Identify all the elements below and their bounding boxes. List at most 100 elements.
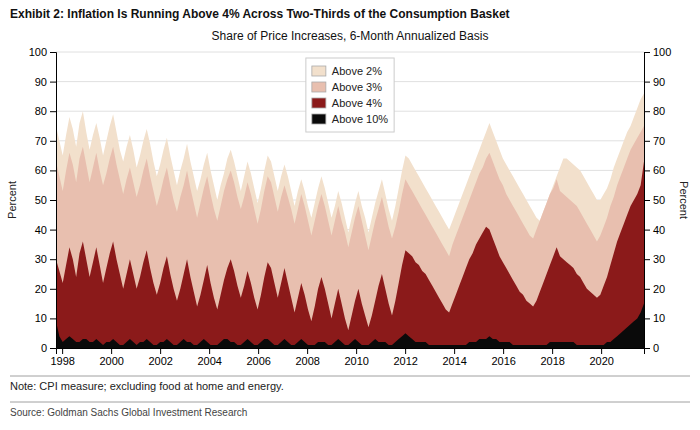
x-axis-line xyxy=(57,349,645,355)
y2-tick: 0 xyxy=(644,342,659,354)
x-tick: 2012 xyxy=(393,348,417,367)
y-tick: 100 xyxy=(29,46,56,58)
y-tick: 20 xyxy=(35,283,56,295)
y2-tick-mark xyxy=(644,318,650,319)
y2-tick: 30 xyxy=(644,253,665,265)
x-tick-label: 2018 xyxy=(540,355,564,367)
legend-item: Above 4% xyxy=(312,97,382,109)
y-tick-mark xyxy=(50,111,56,112)
y2-tick-label: 40 xyxy=(653,224,665,236)
x-tick-label: 2012 xyxy=(393,355,417,367)
y2-tick-label: 90 xyxy=(653,76,665,88)
y2-tick-mark xyxy=(644,111,650,112)
x-tick-label: 2006 xyxy=(246,355,270,367)
y-tick-label: 60 xyxy=(35,164,47,176)
x-tick-mark xyxy=(258,348,259,354)
x-tick-label: 2008 xyxy=(295,355,319,367)
y2-tick-mark xyxy=(644,348,650,349)
y-tick-label: 0 xyxy=(41,342,47,354)
y2-tick: 10 xyxy=(644,312,665,324)
legend-label: Above 2% xyxy=(332,65,382,77)
divider xyxy=(10,376,690,377)
y2-tick: 60 xyxy=(644,164,665,176)
y2-tick: 80 xyxy=(644,105,665,117)
x-tick: 2004 xyxy=(197,348,221,367)
y2-tick-label: 60 xyxy=(653,164,665,176)
annotation: Source: Goldman Sachs Global Investment … xyxy=(10,407,247,418)
y2-tick-label: 80 xyxy=(653,105,665,117)
y2-tick: 100 xyxy=(644,46,671,58)
y-tick-mark xyxy=(50,289,56,290)
x-tick-label: 2020 xyxy=(589,355,613,367)
y2-tick-mark xyxy=(644,289,650,290)
x-tick-label: 2010 xyxy=(344,355,368,367)
y2-tick-label: 50 xyxy=(653,194,665,206)
x-tick-mark xyxy=(62,348,63,354)
y-tick-label: 40 xyxy=(35,224,47,236)
y2-tick-mark xyxy=(644,141,650,142)
y-tick-label: 30 xyxy=(35,253,47,265)
x-tick-label: 2014 xyxy=(442,355,466,367)
plot-area: 1998200020022004200620082010201220142016… xyxy=(29,46,672,367)
x-tick: 2010 xyxy=(344,348,368,367)
x-tick: 2000 xyxy=(99,348,123,367)
legend-label: Above 3% xyxy=(332,81,382,93)
y2-tick: 90 xyxy=(644,76,665,88)
y2-tick: 20 xyxy=(644,283,665,295)
y-tick-mark xyxy=(50,52,56,53)
y-tick-mark xyxy=(50,82,56,83)
grid xyxy=(56,52,644,348)
y-tick-mark xyxy=(50,318,56,319)
y-tick: 10 xyxy=(35,312,56,324)
y-tick-mark xyxy=(50,170,56,171)
y-axis-title: Percent xyxy=(6,181,18,219)
y-tick-label: 90 xyxy=(35,76,47,88)
y-tick-label: 20 xyxy=(35,283,47,295)
legend-swatch xyxy=(312,82,326,92)
x-tick: 2014 xyxy=(442,348,466,367)
y2-tick: 70 xyxy=(644,135,665,147)
y2-axis-title: Percent xyxy=(678,181,690,219)
y-tick-label: 80 xyxy=(35,105,47,117)
x-tick: 2016 xyxy=(491,348,515,367)
legend-item: Above 2% xyxy=(312,65,382,77)
legend-label: Above 4% xyxy=(332,97,382,109)
y2-tick-mark xyxy=(644,52,650,53)
x-tick-label: 1998 xyxy=(50,355,74,367)
x-tick: 2020 xyxy=(589,348,613,367)
annotation: Note: CPI measure; excluding food at hom… xyxy=(10,380,284,392)
legend-swatch xyxy=(312,98,326,108)
x-tick-label: 2004 xyxy=(197,355,221,367)
legend-item: Above 3% xyxy=(312,81,382,93)
grid-line xyxy=(56,52,644,53)
y2-tick-label: 10 xyxy=(653,312,665,324)
y2-axis: 0 10 20 30 40 50 60 70 80 90 100 xyxy=(644,46,671,354)
y-tick: 70 xyxy=(35,135,56,147)
y-tick: 80 xyxy=(35,105,56,117)
x-tick: 1998 xyxy=(50,348,74,367)
y2-tick-label: 70 xyxy=(653,135,665,147)
legend-item: Above 10% xyxy=(312,113,388,125)
legend-box xyxy=(306,58,394,132)
x-tick-mark xyxy=(601,348,602,354)
x-tick-label: 2002 xyxy=(148,355,172,367)
y-tick-label: 70 xyxy=(35,135,47,147)
legend: Above 2% Above 3% Above 4% Above 10% xyxy=(306,58,394,132)
y2-tick-mark xyxy=(644,259,650,260)
x-tick-mark xyxy=(454,348,455,354)
x-tick: 2018 xyxy=(540,348,564,367)
y-tick-mark xyxy=(50,348,56,349)
x-tick: 2006 xyxy=(246,348,270,367)
y-tick-label: 100 xyxy=(29,46,47,58)
y2-tick-mark xyxy=(644,230,650,231)
y-tick: 40 xyxy=(35,224,56,236)
chart-svg: Exhibit 2: Inflation Is Running Above 4%… xyxy=(0,0,700,430)
y-axis-line xyxy=(50,53,57,349)
y-tick: 0 xyxy=(41,342,56,354)
x-tick: 2002 xyxy=(148,348,172,367)
y2-tick-mark xyxy=(644,200,650,201)
divider xyxy=(10,402,690,403)
legend-swatch xyxy=(312,66,326,76)
y-tick-mark xyxy=(50,230,56,231)
y2-tick-label: 0 xyxy=(653,342,659,354)
